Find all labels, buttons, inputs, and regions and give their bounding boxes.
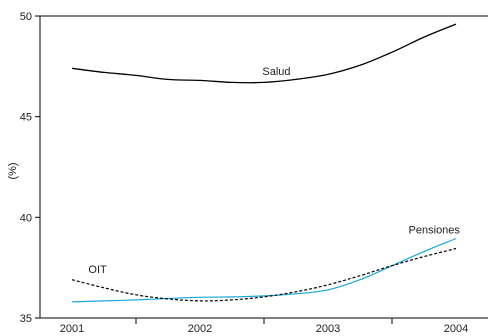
- x-tick-label: 2003: [316, 323, 340, 335]
- labels-layer: Salud Pensiones OIT: [88, 66, 460, 276]
- series-label-oit: OIT: [88, 264, 107, 276]
- x-tick-label: 2004: [444, 323, 468, 335]
- series-line-pensiones: [71, 237, 457, 303]
- y-axis-title: (%): [7, 162, 19, 179]
- axes: 35 40 45 50 2001 2002 2003 2004: [20, 11, 488, 335]
- y-tick-label: 35: [20, 313, 32, 325]
- series-line-oit: [71, 247, 457, 302]
- y-tick-label: 50: [20, 11, 32, 23]
- x-tick-label: 2002: [188, 323, 212, 335]
- y-tick-label: 45: [20, 112, 32, 124]
- series-label-pensiones: Pensiones: [409, 224, 461, 236]
- series-label-salud: Salud: [262, 66, 290, 78]
- series-layer: [71, 23, 457, 303]
- x-tick-label: 2001: [60, 323, 84, 335]
- series-line-salud: [71, 23, 457, 84]
- y-tick-label: 40: [20, 212, 32, 224]
